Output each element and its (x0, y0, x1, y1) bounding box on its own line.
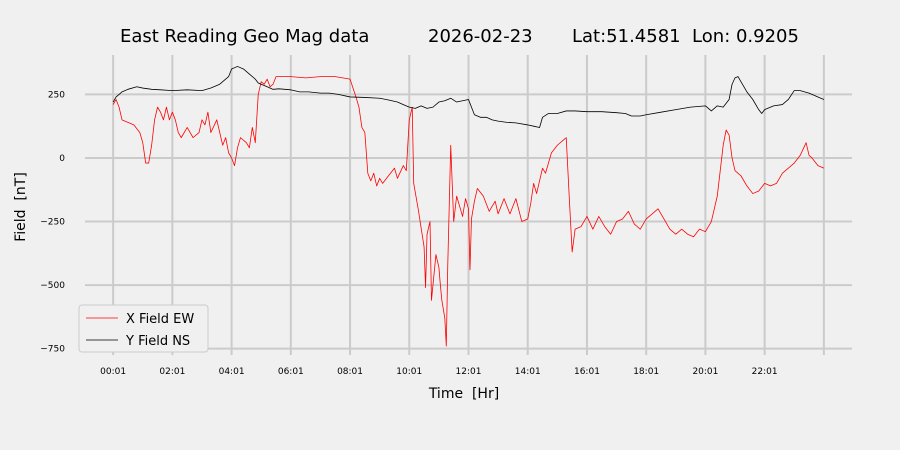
y-tick-label: −250 (40, 218, 65, 228)
legend-label-x-field: X Field EW (126, 312, 194, 327)
chart-title-location: Lat:51.4581 Lon: 0.9205 (572, 26, 799, 47)
series-lines (112, 66, 825, 347)
x-tick-label: 06:01 (278, 367, 304, 377)
legend-label-y-field: Y Field NS (125, 334, 190, 349)
x-tick-label: 16:01 (574, 367, 600, 377)
x-tick-label: 12:01 (456, 367, 482, 377)
series-line-y-field (112, 66, 825, 128)
y-tick-label: −750 (40, 345, 65, 355)
x-tick-label: 22:01 (752, 367, 778, 377)
x-axis-ticks: 00:01 02:01 04:01 06:01 08:01 10:01 12:01 14:01… (100, 367, 777, 377)
x-tick-label: 04:01 (219, 367, 245, 377)
x-tick-label: 00:01 (100, 367, 126, 377)
x-tick-label: 10:01 (396, 367, 422, 377)
chart-title-date: 2026-02-23 (428, 26, 533, 47)
y-tick-label: 0 (59, 154, 65, 164)
y-axis-label: Field [nT] (13, 172, 29, 242)
x-tick-label: 14:01 (515, 367, 541, 377)
x-axis-label: Time [Hr] (428, 386, 499, 402)
x-tick-label: 20:01 (692, 367, 718, 377)
x-tick-label: 02:01 (159, 367, 185, 377)
y-axis-ticks: 250 0 −250 −500 −750 (40, 90, 65, 354)
y-tick-label: −500 (40, 281, 65, 291)
series-line-x-field (112, 76, 825, 347)
x-tick-label: 08:01 (337, 367, 363, 377)
grid (85, 55, 852, 355)
chart-title-station: East Reading Geo Mag data (120, 26, 369, 47)
x-tick-label: 18:01 (633, 367, 659, 377)
y-tick-label: 250 (48, 90, 65, 100)
legend: X Field EW Y Field NS (78, 304, 209, 353)
